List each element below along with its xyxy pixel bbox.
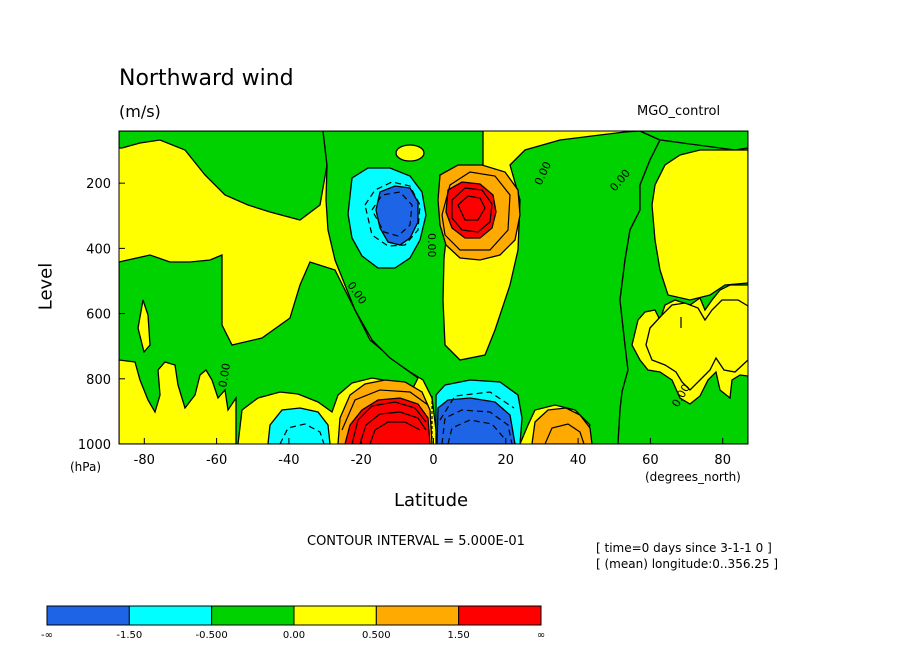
- colorbar-swatch-5: [458, 605, 542, 626]
- field-lower-pos-red: [344, 397, 431, 444]
- contour-upper-pos-3: [441, 171, 511, 251]
- colorbar-swatch-1: [128, 605, 213, 626]
- longitude-info: [ (mean) longitude:0..356.25 ]: [596, 557, 779, 571]
- contour-label-2: 0.00: [425, 233, 438, 258]
- field-north-yellow-cap: [651, 149, 748, 301]
- contour-north-pos-1: [544, 423, 585, 444]
- y-axis: 200 400 600 800 1000: [78, 177, 125, 453]
- contour-lower-neg-2: [447, 419, 505, 444]
- colorbar: -∞ -1.50 -0.500 0.00 0.500 1.50 ∞: [41, 605, 545, 641]
- colorbar-label-0: -∞: [41, 630, 53, 641]
- run-label: MGO_control: [637, 104, 721, 119]
- colorbar-swatch-3: [293, 605, 377, 626]
- colorbar-label-3: 0.00: [283, 630, 305, 641]
- colorbar-label-1: -1.50: [116, 630, 142, 641]
- contour-label-5: 0.00: [216, 362, 233, 388]
- contour-lower-neg-3: [439, 391, 515, 421]
- x-tick-label-0: -80: [134, 453, 155, 468]
- field-region-south-green: [119, 131, 328, 221]
- time-info: [ time=0 days since 3-1-1 0 ]: [596, 541, 772, 555]
- field-north-yellow-inner: [645, 299, 748, 391]
- y-tick-label-2: 600: [86, 308, 111, 323]
- chart-units: (m/s): [119, 102, 161, 121]
- x-tick-label-1: -60: [206, 453, 227, 468]
- x-tick-label-7: 60: [642, 453, 659, 468]
- x-axis-label: Latitude: [394, 490, 469, 511]
- contour-lower-pos-4: [341, 389, 429, 431]
- colorbar-label-6: ∞: [537, 630, 545, 641]
- y-tick-label-3: 800: [86, 373, 111, 388]
- colorbar-swatch-2: [211, 605, 295, 626]
- colorbar-swatch-0: [46, 605, 130, 626]
- y-tick-label-4: 1000: [78, 438, 111, 453]
- contour-upper-neg-2: [371, 191, 413, 237]
- x-tick-label-3: -20: [351, 453, 372, 468]
- x-axis: -80 -60 -40 -20 0 20 40 60 80: [134, 438, 731, 468]
- x-axis-units: (degrees_north): [645, 470, 741, 484]
- contour-lines: [279, 171, 682, 444]
- field-upper-neg-blue: [375, 185, 419, 246]
- y-tick-label-0: 200: [86, 177, 111, 192]
- contour-upper-pos-1: [451, 187, 493, 233]
- field-top-yellow-blob: [395, 144, 425, 162]
- contour-upper-pos-2: [457, 195, 486, 221]
- colorbar-label-4: 0.500: [362, 630, 391, 641]
- field-upper-pos-red: [445, 181, 497, 239]
- contour-lower-neg-1: [441, 409, 513, 444]
- x-tick-label-2: -40: [278, 453, 299, 468]
- contour-south-neg-1: [279, 423, 325, 444]
- colorbar-swatch-4: [375, 605, 460, 626]
- y-tick-label-1: 400: [86, 242, 111, 257]
- colorbar-label-5: 1.50: [448, 630, 470, 641]
- chart-title: Northward wind: [119, 66, 294, 91]
- field-finger-1: [119, 359, 237, 444]
- field-finger-2: [137, 299, 151, 354]
- field-south-neg-cyan: [267, 407, 331, 444]
- y-axis-units: (hPa): [70, 460, 102, 474]
- x-tick-label-8: 80: [714, 453, 731, 468]
- contour-interval-note: CONTOUR INTERVAL = 5.000E-01: [307, 534, 525, 549]
- contour-lower-pos-1: [351, 401, 427, 444]
- x-tick-label-6: 40: [570, 453, 587, 468]
- contour-field: [119, 131, 748, 444]
- colorbar-label-2: -0.500: [196, 630, 228, 641]
- contour-lower-pos-3: [369, 421, 421, 444]
- contour-lower-pos-2: [359, 411, 427, 444]
- x-tick-label-4: 0: [429, 453, 437, 468]
- x-tick-label-5: 20: [498, 453, 515, 468]
